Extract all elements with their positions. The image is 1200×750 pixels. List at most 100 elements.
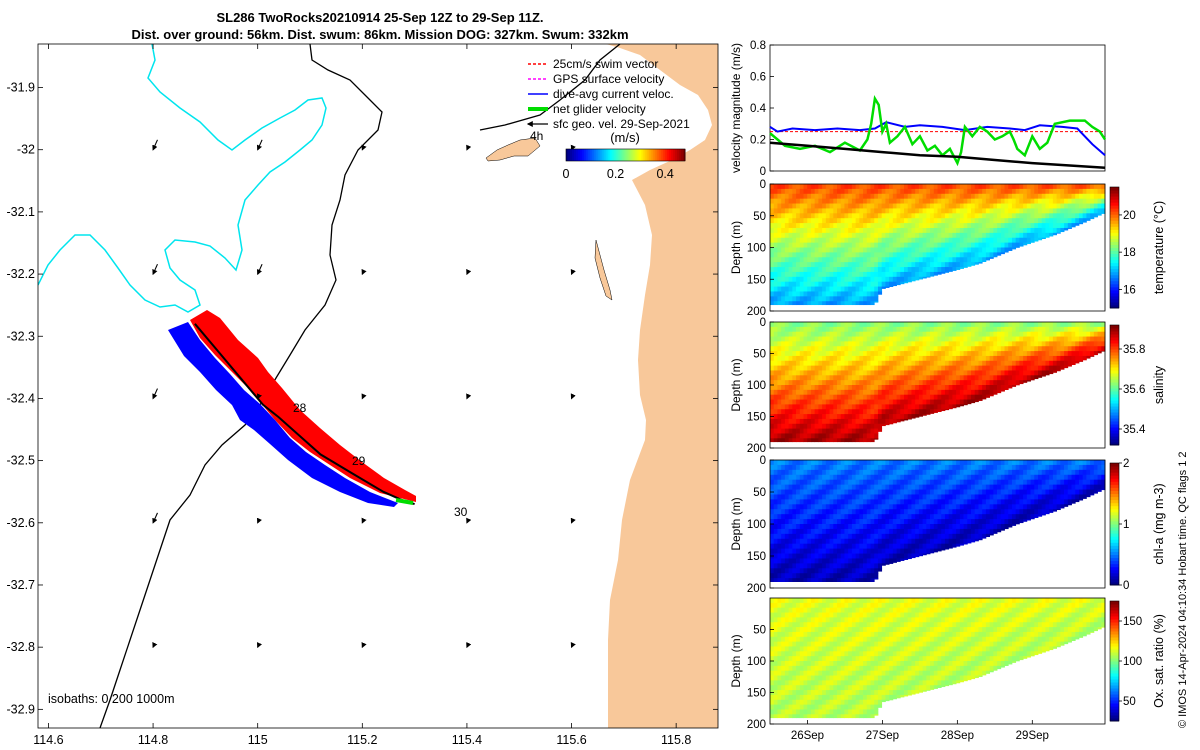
section-cell: [770, 237, 775, 244]
section-cell: [784, 198, 790, 204]
section-cell: [777, 399, 782, 405]
section-cell: [959, 514, 964, 520]
section-cell: [866, 509, 871, 515]
section-cell: [773, 365, 778, 371]
section-cell: [889, 262, 894, 268]
section-cell: [855, 322, 860, 328]
section-cell: [781, 326, 786, 333]
section-cell: [829, 252, 834, 258]
section-cell: [885, 262, 890, 268]
section-cell: [1071, 193, 1076, 200]
section-cell: [881, 286, 886, 289]
section-cell: [889, 509, 894, 515]
section-cell: [825, 291, 830, 297]
section-cell: [1093, 331, 1098, 337]
section-cell: [904, 257, 909, 263]
section-cell: [796, 360, 801, 367]
section-cell: [937, 404, 942, 410]
section-cell: [892, 198, 897, 204]
section-cell: [1097, 326, 1102, 333]
section-colorbar-tick-label: 16: [1123, 284, 1136, 296]
section-cell: [788, 514, 793, 520]
section-cell: [810, 543, 816, 550]
section-cell: [777, 479, 782, 486]
section-cell: [870, 213, 875, 219]
section-cell: [918, 524, 924, 530]
section-cell: [773, 296, 778, 302]
section-cell: [781, 414, 786, 420]
section-cell: [1067, 193, 1072, 200]
section-cell: [922, 380, 927, 386]
section-cell: [1004, 460, 1009, 466]
section-cell: [885, 184, 890, 190]
section-cell: [1052, 341, 1058, 347]
section-cell: [1015, 380, 1020, 386]
section-cell: [937, 193, 942, 200]
section-cell: [837, 336, 842, 342]
section-cell: [799, 404, 804, 410]
section-cell: [971, 380, 976, 386]
section-cell: [877, 355, 883, 362]
section-cell: [982, 504, 987, 510]
section-cell: [810, 346, 816, 352]
section-cell: [997, 519, 1002, 525]
section-cell: [1034, 227, 1039, 234]
section-cell: [796, 399, 801, 405]
section-cell: [1067, 365, 1072, 367]
section-cell: [818, 227, 823, 234]
section-cell: [915, 355, 920, 362]
isobath-200m: [99, 44, 383, 728]
section-cell: [963, 524, 968, 530]
section-cell: [792, 262, 797, 268]
section-cell: [859, 296, 864, 302]
section-cell: [956, 242, 961, 248]
section-cell: [959, 193, 964, 200]
section-cell: [810, 326, 816, 333]
section-cell: [851, 213, 857, 219]
section-cell: [822, 409, 827, 415]
section-colorbar-cell: [1110, 271, 1119, 276]
section-cell: [851, 543, 857, 550]
section-cell: [803, 331, 808, 337]
section-cell: [922, 533, 927, 540]
section-cell: [885, 524, 890, 530]
section-cell: [859, 276, 864, 283]
section-cell: [933, 375, 938, 381]
section-cell: [1056, 351, 1061, 357]
section-cell: [848, 533, 853, 540]
section-cell: [971, 213, 976, 219]
section-cell: [997, 479, 1002, 486]
section-cell: [971, 247, 976, 253]
section-cell: [1034, 223, 1039, 229]
section-cell: [829, 484, 834, 490]
section-cell: [784, 514, 790, 520]
section-cell: [1004, 193, 1009, 200]
section-cell: [948, 223, 953, 229]
section-cell: [837, 489, 842, 495]
section-cell: [1056, 341, 1061, 347]
section-cell: [989, 227, 994, 234]
section-cell: [844, 331, 849, 337]
section-cell: [978, 370, 983, 376]
section-cell: [926, 252, 931, 258]
section-cell: [859, 404, 864, 410]
section-cell: [922, 365, 927, 371]
section-cell: [837, 394, 842, 400]
section-cell: [796, 489, 801, 495]
section-cell: [796, 404, 801, 410]
section-cell: [837, 558, 842, 564]
section-cell: [1004, 494, 1009, 500]
section-cell: [1000, 188, 1005, 195]
section-cell: [937, 237, 942, 244]
colorbar-cell: [633, 149, 636, 161]
colorbar-cell: [659, 149, 662, 161]
section-cell: [1041, 360, 1046, 367]
section-cell: [770, 509, 775, 515]
section-cell: [907, 553, 912, 559]
section-cell: [904, 355, 909, 362]
section-cell: [874, 558, 879, 564]
section-cell: [907, 365, 912, 371]
section-cell: [848, 394, 853, 400]
section-cell: [818, 271, 823, 278]
section-cell: [982, 336, 987, 342]
